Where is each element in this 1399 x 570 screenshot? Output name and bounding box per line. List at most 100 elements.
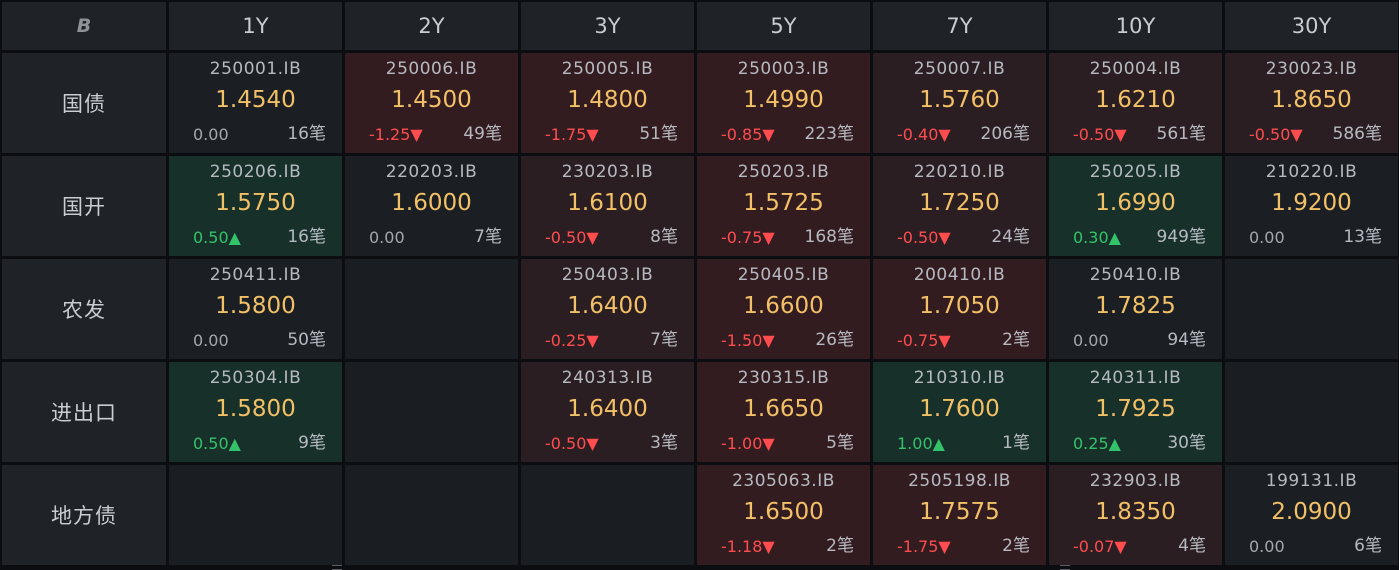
bond-yield: 1.6210 xyxy=(1095,87,1176,113)
trade-count: 223笔 xyxy=(804,124,854,144)
tenor-header-1y[interactable]: 1Y xyxy=(169,2,342,50)
bond-code: 230203.IB xyxy=(561,162,654,182)
bond-quote-cell[interactable]: 230023.IB 1.8650 -0.50▼ 586笔 xyxy=(1225,53,1398,153)
bond-quote-cell[interactable]: 232903.IB 1.8350 -0.07▼ 4笔 xyxy=(1049,465,1222,565)
yield-change: -0.75▼ xyxy=(721,228,775,247)
bond-code: 250007.IB xyxy=(913,59,1006,79)
empty-cell xyxy=(345,362,518,462)
row-label: 进出口 xyxy=(2,362,166,462)
bond-quote-cell[interactable]: 210310.IB 1.7600 1.00▲ 1笔 xyxy=(873,362,1046,462)
bond-quote-cell[interactable]: 2505198.IB 1.7575 -1.75▼ 2笔 xyxy=(873,465,1046,565)
trade-count: 949笔 xyxy=(1156,227,1206,247)
empty-cell xyxy=(521,465,694,565)
tenor-header-10y[interactable]: 10Y xyxy=(1049,2,1222,50)
empty-cell xyxy=(345,259,518,359)
bond-code: 250003.IB xyxy=(737,59,830,79)
tenor-header-5y[interactable]: 5Y xyxy=(697,2,870,50)
bond-code: 250304.IB xyxy=(209,368,302,388)
bond-quote-cell[interactable]: 200410.IB 1.7050 -0.75▼ 2笔 xyxy=(873,259,1046,359)
bond-quote-cell[interactable]: 240311.IB 1.7925 0.25▲ 30笔 xyxy=(1049,362,1222,462)
bond-code: 250001.IB xyxy=(209,59,302,79)
bond-yield: 1.7600 xyxy=(919,396,1000,422)
bond-code: 250004.IB xyxy=(1089,59,1182,79)
bond-code: 240313.IB xyxy=(561,368,654,388)
bond-quote-cell[interactable]: 250403.IB 1.6400 -0.25▼ 7笔 xyxy=(521,259,694,359)
yield-change: -0.50▼ xyxy=(897,228,951,247)
resize-handle[interactable] xyxy=(332,565,342,570)
trade-count: 26笔 xyxy=(815,330,854,350)
bond-code: 230315.IB xyxy=(737,368,830,388)
trade-count: 3笔 xyxy=(650,433,678,453)
tenor-header-3y[interactable]: 3Y xyxy=(521,2,694,50)
bond-quote-cell[interactable]: 2305063.IB 1.6500 -1.18▼ 2笔 xyxy=(697,465,870,565)
bond-quote-cell[interactable]: 250405.IB 1.6600 -1.50▼ 26笔 xyxy=(697,259,870,359)
bond-code: 250411.IB xyxy=(209,265,302,285)
trade-count: 2笔 xyxy=(1002,536,1030,556)
bond-quote-cell[interactable]: 230203.IB 1.6100 -0.50▼ 8笔 xyxy=(521,156,694,256)
trade-count: 2笔 xyxy=(826,536,854,556)
bond-code: 210220.IB xyxy=(1265,162,1358,182)
bond-code: 220210.IB xyxy=(913,162,1006,182)
yield-change: -1.00▼ xyxy=(721,434,775,453)
bond-yield: 1.7825 xyxy=(1095,293,1176,319)
resize-handle[interactable] xyxy=(1060,565,1070,570)
yield-change: -1.75▼ xyxy=(545,125,599,144)
bond-yield: 1.5800 xyxy=(215,396,296,422)
bond-code: 250410.IB xyxy=(1089,265,1182,285)
trade-count: 9笔 xyxy=(298,433,326,453)
bond-yield: 1.6000 xyxy=(391,190,472,216)
trade-count: 1笔 xyxy=(1002,433,1030,453)
bond-quote-cell[interactable]: 250205.IB 1.6990 0.30▲ 949笔 xyxy=(1049,156,1222,256)
empty-cell xyxy=(169,465,342,565)
bond-quote-cell[interactable]: 250005.IB 1.4800 -1.75▼ 51笔 xyxy=(521,53,694,153)
bond-quote-cell[interactable]: 250203.IB 1.5725 -0.75▼ 168笔 xyxy=(697,156,870,256)
bond-quote-cell[interactable]: 220203.IB 1.6000 0.00 7笔 xyxy=(345,156,518,256)
tenor-header-2y[interactable]: 2Y xyxy=(345,2,518,50)
bond-quote-cell[interactable]: 250410.IB 1.7825 0.00 94笔 xyxy=(1049,259,1222,359)
bond-yield: 1.8350 xyxy=(1095,499,1176,525)
bond-quote-cell[interactable]: 250206.IB 1.5750 0.50▲ 16笔 xyxy=(169,156,342,256)
yield-change: -0.50▼ xyxy=(1073,125,1127,144)
bond-quote-cell[interactable]: 210220.IB 1.9200 0.00 13笔 xyxy=(1225,156,1398,256)
bond-yield: 1.4500 xyxy=(391,87,472,113)
row-label: 地方债 xyxy=(2,465,166,565)
bond-yield: 1.4540 xyxy=(215,87,296,113)
bond-yield: 1.5760 xyxy=(919,87,1000,113)
bond-yield: 1.6500 xyxy=(743,499,824,525)
bond-code: 250403.IB xyxy=(561,265,654,285)
trade-count: 586笔 xyxy=(1332,124,1382,144)
yield-change: -1.75▼ xyxy=(897,537,951,556)
bond-quote-cell[interactable]: 199131.IB 2.0900 0.00 6笔 xyxy=(1225,465,1398,565)
bond-yield: 1.7050 xyxy=(919,293,1000,319)
yield-change: 0.00 xyxy=(193,125,229,144)
yield-change: 0.00 xyxy=(193,331,229,350)
bond-quote-cell[interactable]: 250004.IB 1.6210 -0.50▼ 561笔 xyxy=(1049,53,1222,153)
tenor-header-7y[interactable]: 7Y xyxy=(873,2,1046,50)
trade-count: 16笔 xyxy=(287,227,326,247)
yield-change: 0.50▲ xyxy=(193,434,241,453)
bond-quote-cell[interactable]: 250003.IB 1.4990 -0.85▼ 223笔 xyxy=(697,53,870,153)
bond-quote-cell[interactable]: 250001.IB 1.4540 0.00 16笔 xyxy=(169,53,342,153)
trade-count: 24笔 xyxy=(991,227,1030,247)
yield-change: 0.00 xyxy=(1249,228,1285,247)
bond-code: 199131.IB xyxy=(1265,471,1358,491)
bond-quote-cell[interactable]: 220210.IB 1.7250 -0.50▼ 24笔 xyxy=(873,156,1046,256)
bond-quote-cell[interactable]: 250411.IB 1.5800 0.00 50笔 xyxy=(169,259,342,359)
trade-count: 5笔 xyxy=(826,433,854,453)
bond-yield: 1.5750 xyxy=(215,190,296,216)
bond-quote-cell[interactable]: 240313.IB 1.6400 -0.50▼ 3笔 xyxy=(521,362,694,462)
bond-quote-cell[interactable]: 230315.IB 1.6650 -1.00▼ 5笔 xyxy=(697,362,870,462)
corner-header: B xyxy=(2,2,166,50)
bond-code: 2305063.IB xyxy=(732,471,835,491)
yield-change: -1.50▼ xyxy=(721,331,775,350)
yield-change: -0.75▼ xyxy=(897,331,951,350)
yield-change: 0.50▲ xyxy=(193,228,241,247)
tenor-header-30y[interactable]: 30Y xyxy=(1225,2,1398,50)
bond-quote-cell[interactable]: 250304.IB 1.5800 0.50▲ 9笔 xyxy=(169,362,342,462)
empty-cell xyxy=(1225,259,1398,359)
bond-yield: 1.7250 xyxy=(919,190,1000,216)
trade-count: 94笔 xyxy=(1167,330,1206,350)
bond-quote-cell[interactable]: 250006.IB 1.4500 -1.25▼ 49笔 xyxy=(345,53,518,153)
bond-quote-cell[interactable]: 250007.IB 1.5760 -0.40▼ 206笔 xyxy=(873,53,1046,153)
empty-cell xyxy=(345,465,518,565)
